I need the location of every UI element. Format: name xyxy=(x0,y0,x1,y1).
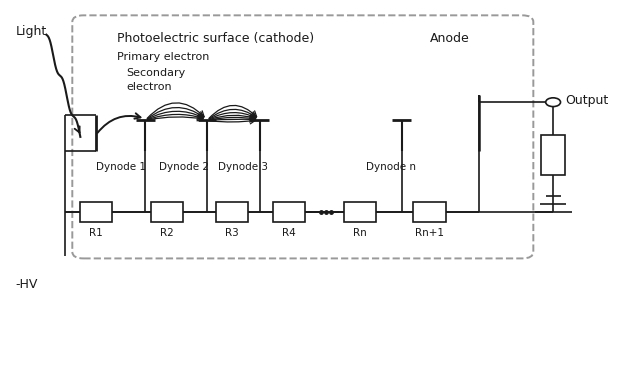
Text: Dynode n: Dynode n xyxy=(366,162,416,172)
Bar xyxy=(151,201,183,222)
Text: Rn: Rn xyxy=(353,228,366,238)
Text: Rn+1: Rn+1 xyxy=(415,228,444,238)
Text: Output: Output xyxy=(565,94,609,107)
Bar xyxy=(541,135,565,175)
Text: R2: R2 xyxy=(160,228,174,238)
Text: R1: R1 xyxy=(89,228,103,238)
Text: Secondary: Secondary xyxy=(127,68,186,78)
Text: Dynode 1: Dynode 1 xyxy=(96,162,145,172)
Bar xyxy=(273,201,305,222)
Bar xyxy=(413,201,446,222)
Text: -HV: -HV xyxy=(15,278,38,291)
Bar xyxy=(80,201,112,222)
Text: electron: electron xyxy=(127,82,172,92)
Text: Photoelectric surface (cathode): Photoelectric surface (cathode) xyxy=(117,32,315,45)
Text: Anode: Anode xyxy=(430,32,469,45)
Text: Light: Light xyxy=(15,24,47,38)
Text: R4: R4 xyxy=(282,228,296,238)
Bar xyxy=(344,201,376,222)
Text: Primary electron: Primary electron xyxy=(117,51,210,62)
Circle shape xyxy=(546,98,561,107)
Text: Dynode 2: Dynode 2 xyxy=(159,162,209,172)
Text: Dynode 3: Dynode 3 xyxy=(218,162,268,172)
Bar xyxy=(216,201,248,222)
Text: R3: R3 xyxy=(225,228,239,238)
